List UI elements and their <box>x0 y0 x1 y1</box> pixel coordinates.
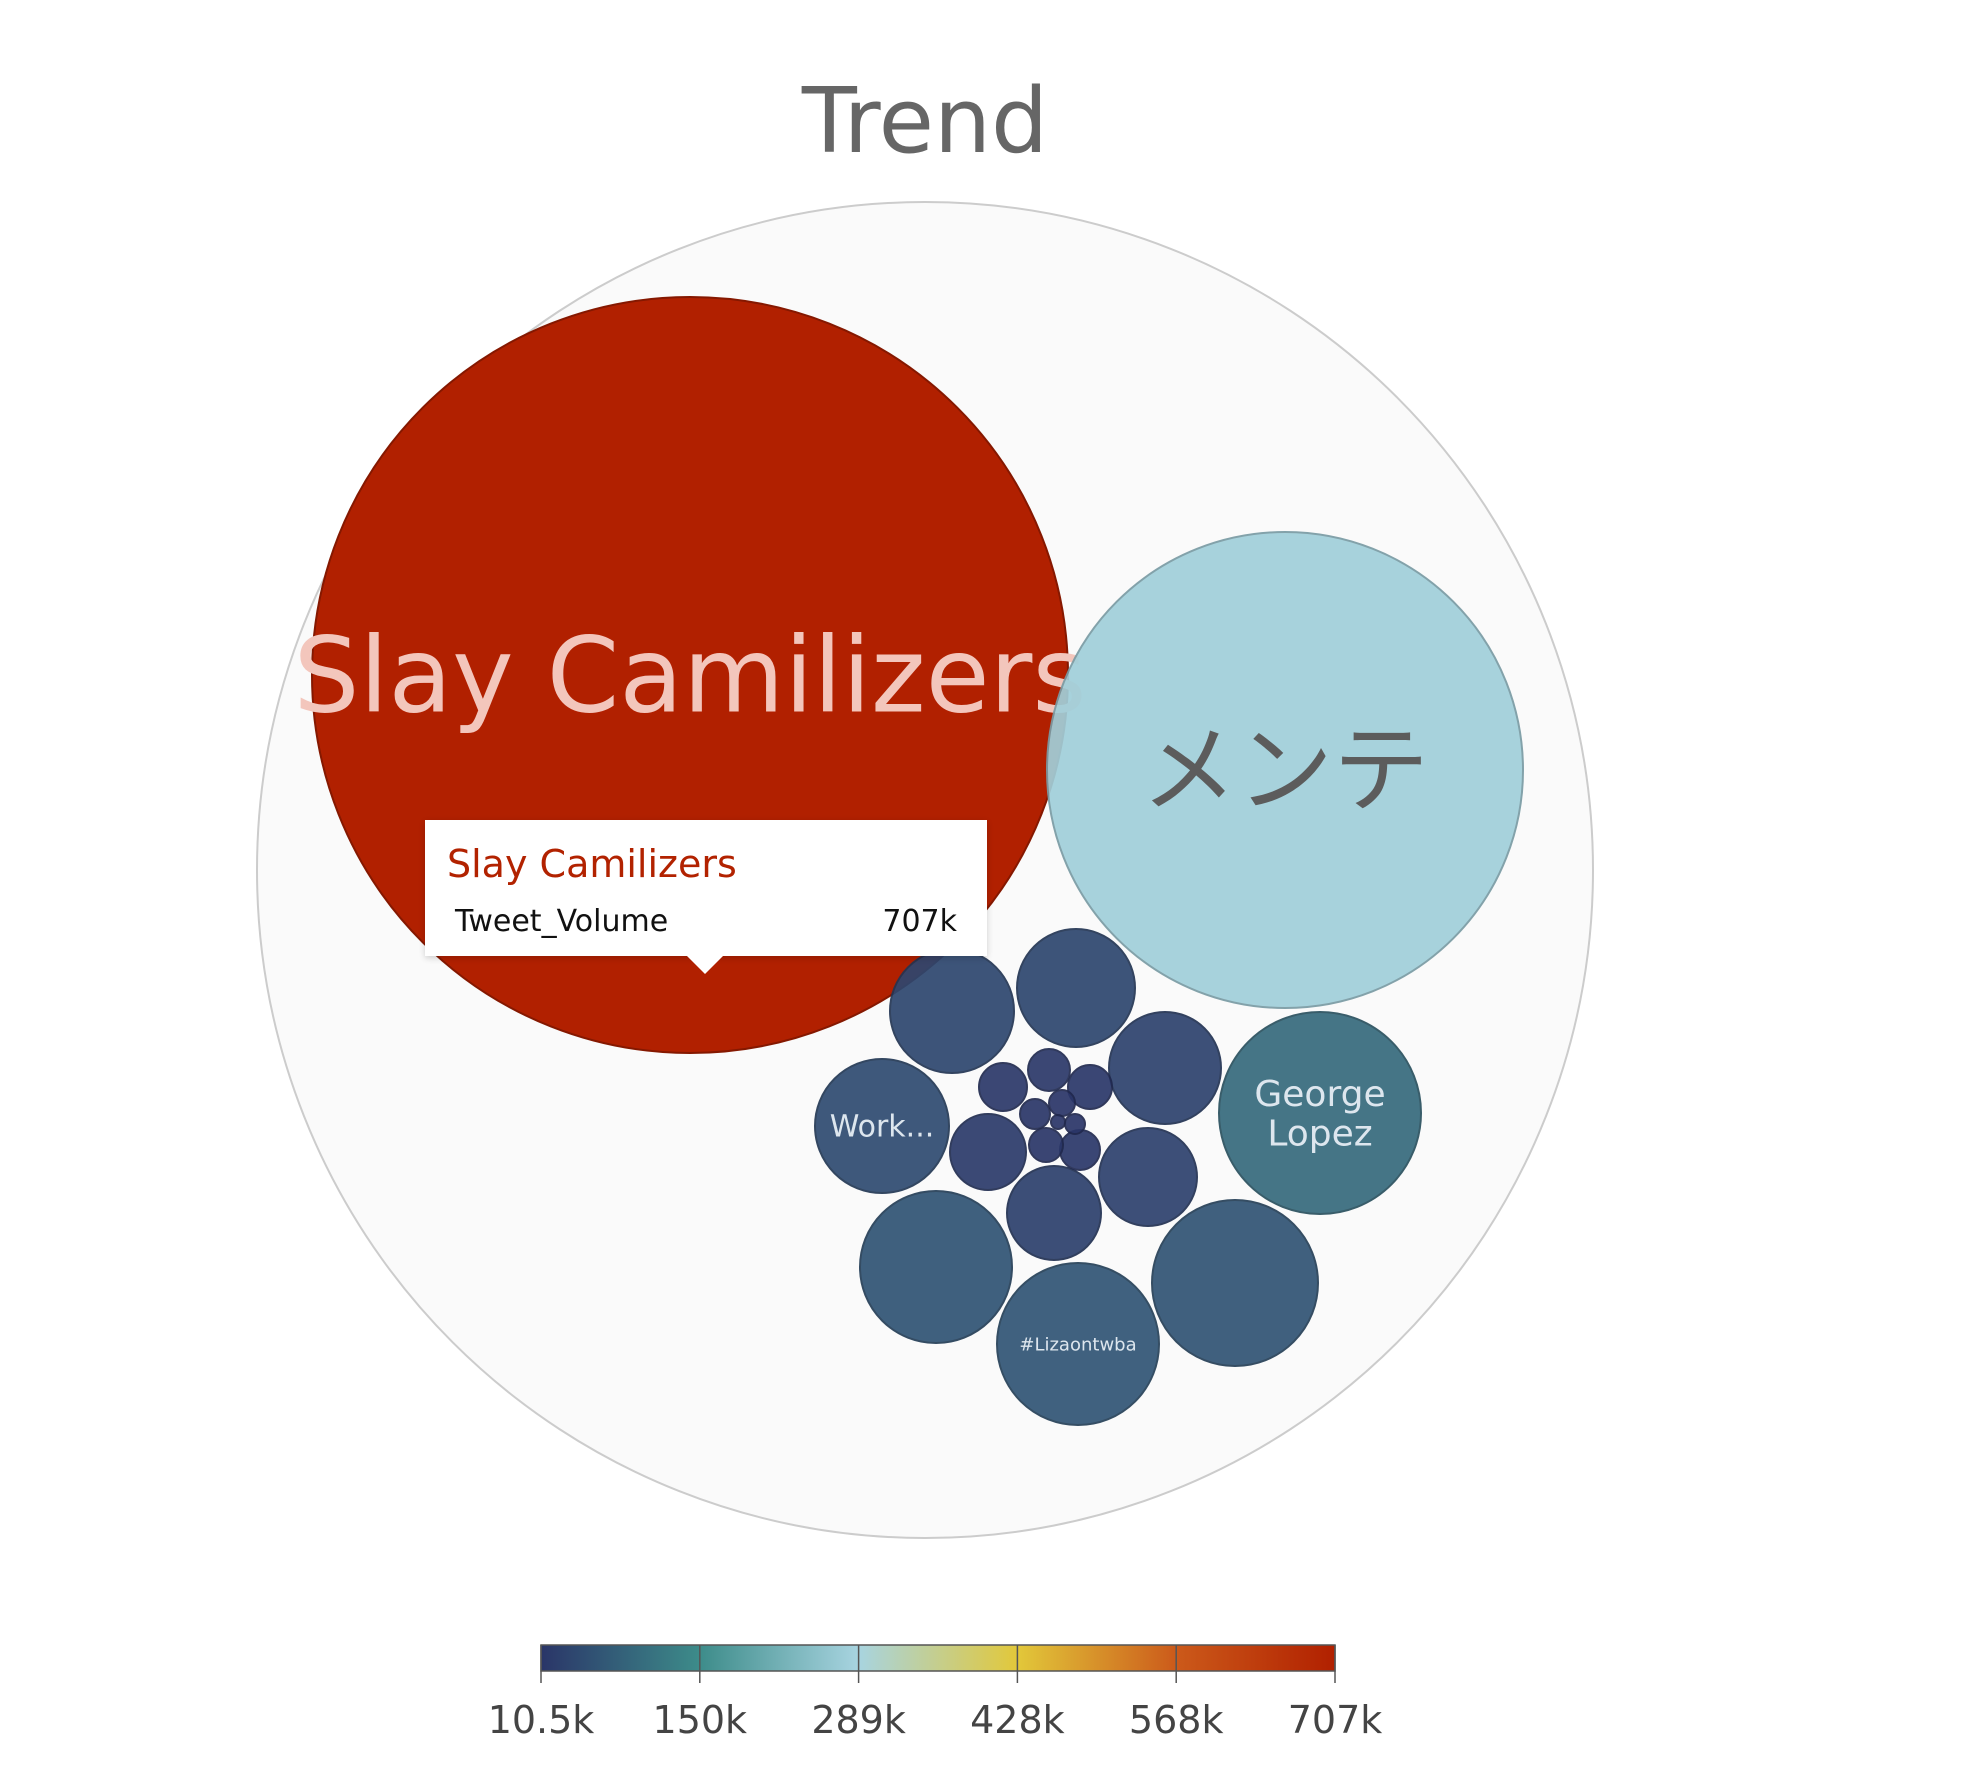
tooltip-label: Tweet_Volume <box>455 904 669 939</box>
bubble-label-work: Work... <box>830 1110 935 1145</box>
bubble-unlabeled-13[interactable] <box>978 1062 1028 1112</box>
bubble-unlabeled-15[interactable] <box>1067 1064 1113 1110</box>
bubble-label-lizaontwba: #Lizaontwba <box>1019 1334 1136 1355</box>
bubble-label-slay-camilizers: Slay Camilizers <box>293 614 1086 736</box>
color-scale-tick-label: 10.5k <box>488 1698 595 1742</box>
color-scale-bar <box>540 1644 1336 1672</box>
bubble-unlabeled-11[interactable] <box>1006 1165 1102 1261</box>
chart-title: Trend <box>801 69 1048 174</box>
color-scale-tick-label: 707k <box>1288 1698 1383 1742</box>
bubble-unlabeled-7[interactable] <box>889 948 1015 1074</box>
color-scale-tick-label: 289k <box>811 1698 906 1742</box>
tooltip-title: Slay Camilizers <box>447 842 737 886</box>
bubble-unlabeled-10[interactable] <box>1098 1127 1198 1227</box>
bubble-unlabeled-14[interactable] <box>1027 1048 1071 1092</box>
bubble-unlabeled-12[interactable] <box>949 1113 1027 1191</box>
tooltip-value: 707k <box>882 904 957 939</box>
bubble-label-george-lopez: George Lopez <box>1254 1074 1385 1155</box>
color-scale-legend: 10.5k 150k 289k 428k 568k 707k <box>488 1644 1383 1742</box>
bubble-unlabeled-9[interactable] <box>1108 1011 1222 1125</box>
bubble-unlabeled-17[interactable] <box>1028 1127 1064 1163</box>
bubble-unlabeled-16[interactable] <box>1059 1129 1101 1171</box>
color-scale-tick-label: 150k <box>653 1698 748 1742</box>
tooltip: Slay Camilizers Tweet_Volume 707k <box>425 820 987 974</box>
bubble-unlabeled-8[interactable] <box>1016 928 1136 1048</box>
bubble-unlabeled-19[interactable] <box>1048 1089 1076 1117</box>
bubble-unlabeled-5[interactable] <box>859 1190 1013 1344</box>
bubble-unlabeled-4[interactable] <box>1151 1199 1319 1367</box>
bubble-label-unlabeled-1: メンテ <box>1141 715 1429 827</box>
bubble-unlabeled-1[interactable] <box>1046 531 1524 1009</box>
color-scale-tick-label: 568k <box>1129 1698 1224 1742</box>
bubble-george-lopez[interactable] <box>1218 1011 1422 1215</box>
bubble-lizaontwba[interactable] <box>996 1262 1160 1426</box>
bubble-unlabeled-21[interactable] <box>1050 1114 1066 1130</box>
color-scale-tick-label: 428k <box>970 1698 1065 1742</box>
bubble-work[interactable] <box>814 1058 950 1194</box>
bubble-unlabeled-18[interactable] <box>1019 1098 1051 1130</box>
bubble-unlabeled-20[interactable] <box>1064 1113 1086 1135</box>
